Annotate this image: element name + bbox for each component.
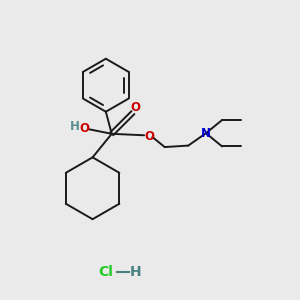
Text: N: N — [201, 127, 211, 140]
Text: Cl: Cl — [98, 265, 113, 279]
Text: H: H — [70, 120, 80, 133]
Text: H: H — [130, 265, 142, 279]
Text: O: O — [144, 130, 154, 143]
Text: O: O — [130, 101, 140, 114]
Text: O: O — [79, 122, 89, 135]
